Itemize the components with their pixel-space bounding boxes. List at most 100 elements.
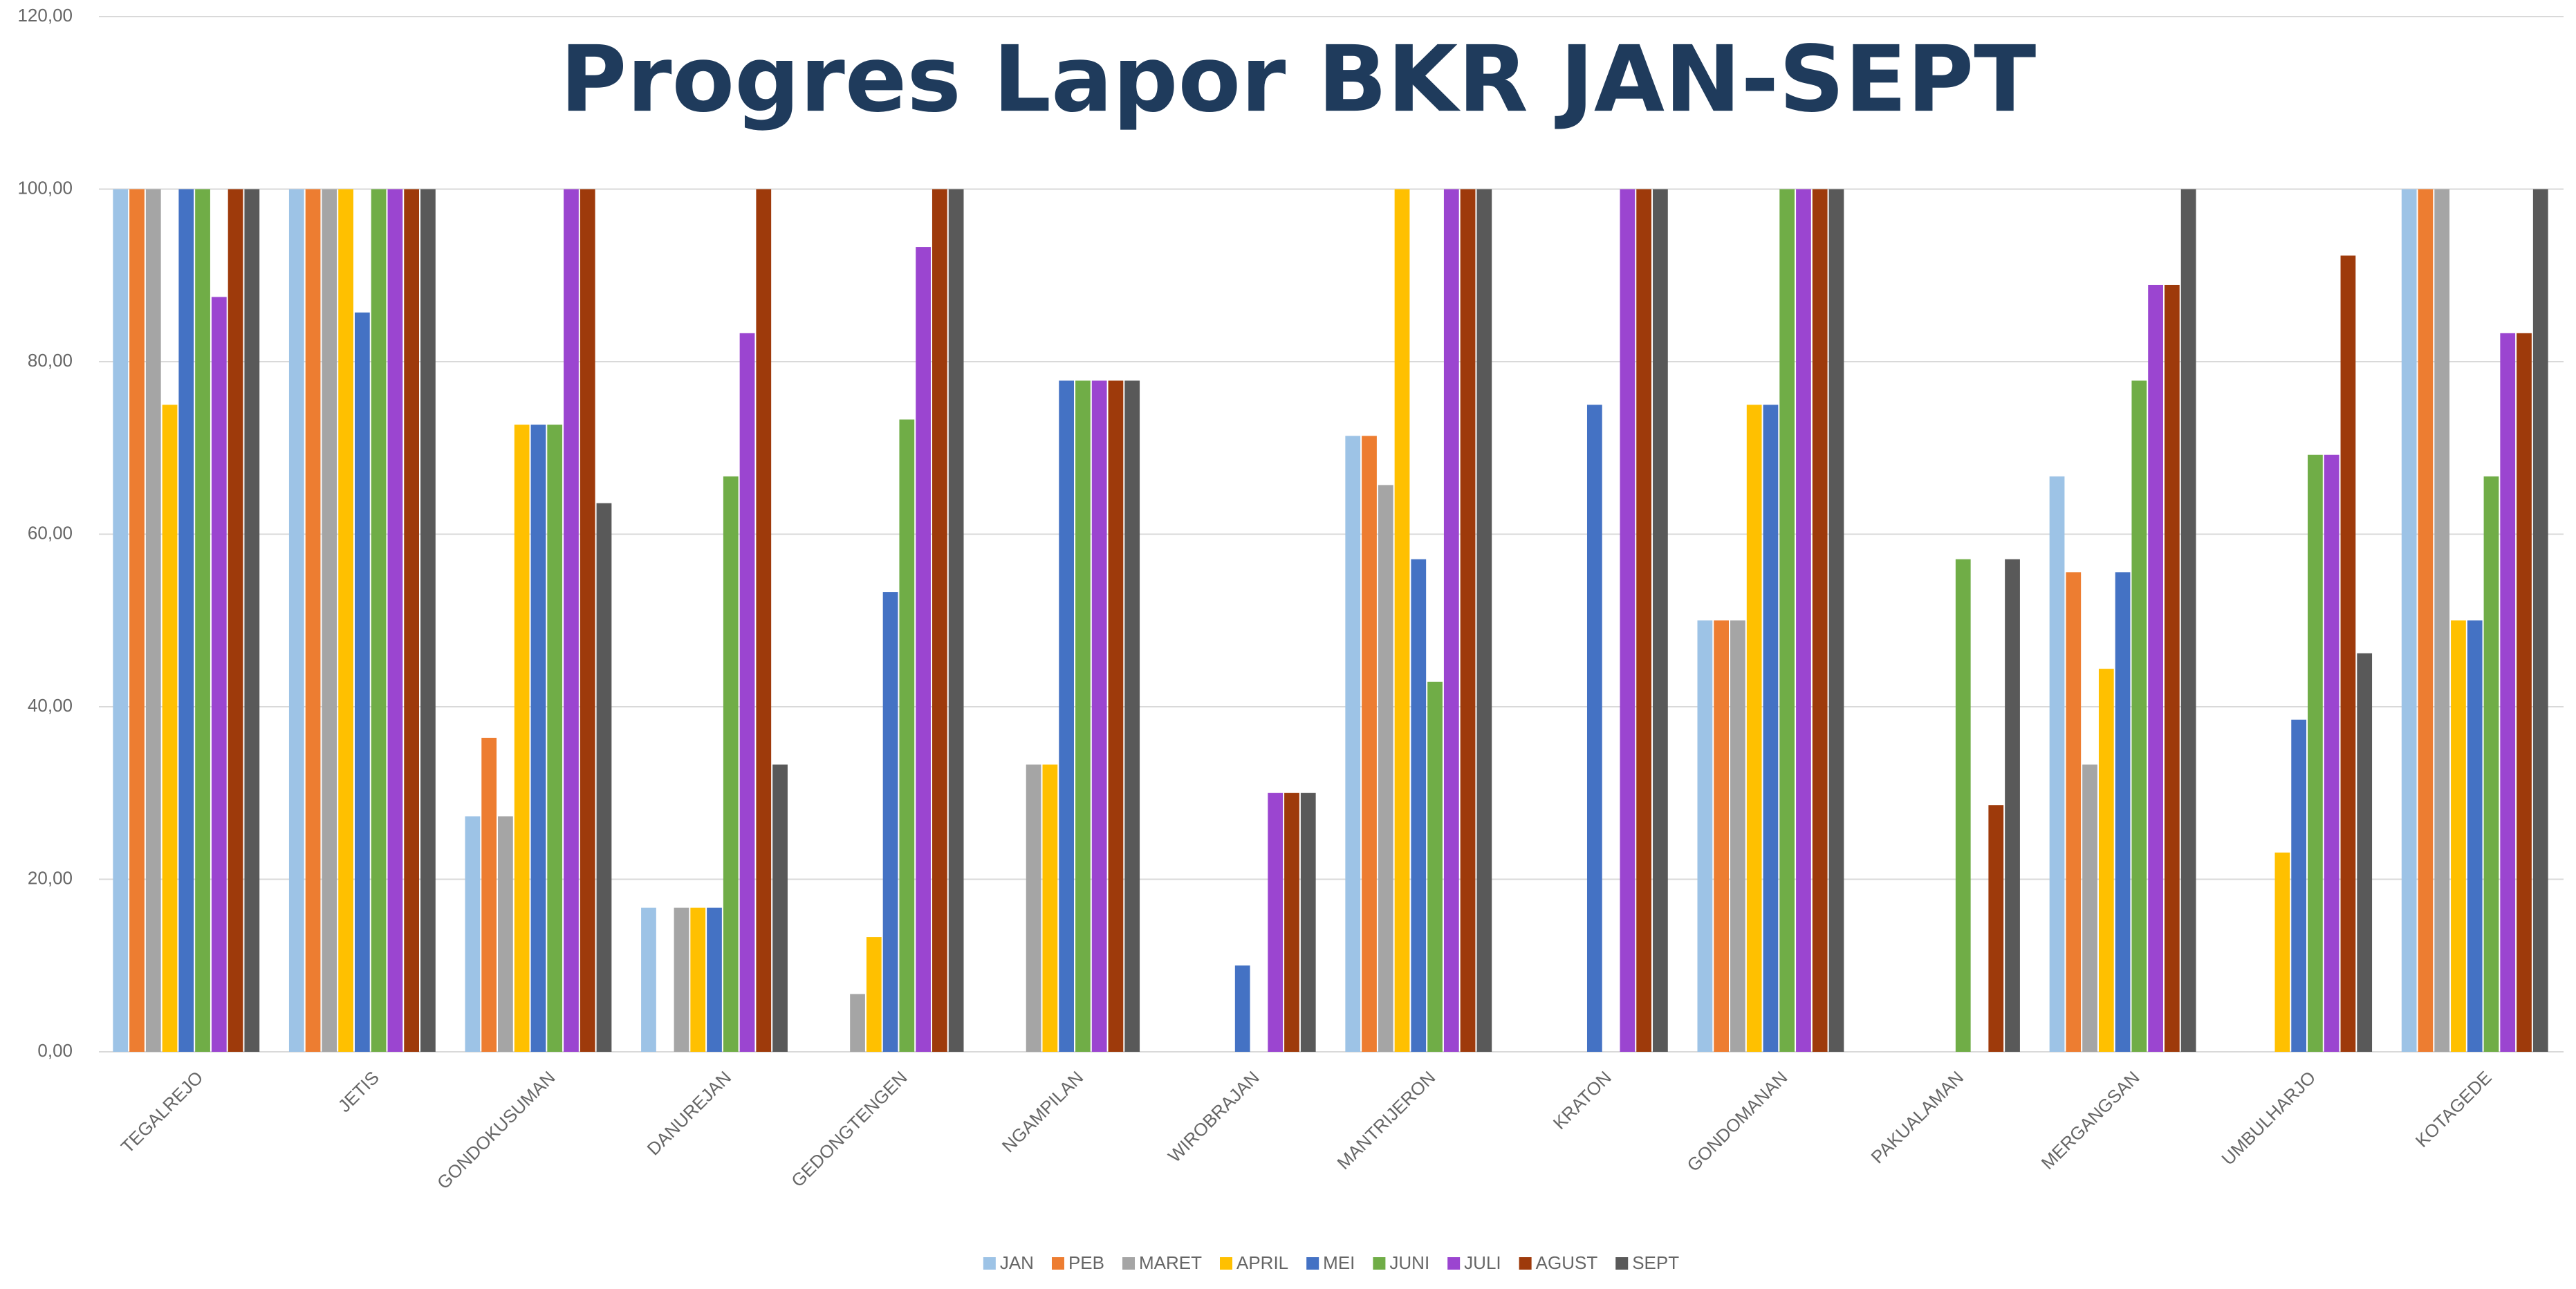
bar (1362, 436, 1377, 1052)
bar (1779, 189, 1795, 1052)
bar (371, 189, 387, 1052)
bar (338, 189, 353, 1052)
bar (1955, 559, 1971, 1052)
bar (1796, 189, 1811, 1052)
bar (1812, 189, 1828, 1052)
y-tick-label: 20,00 (28, 867, 73, 888)
bar (228, 189, 243, 1052)
legend-swatch (983, 1257, 996, 1270)
bar (2467, 620, 2483, 1052)
bar (305, 189, 321, 1052)
legend-label: AGUST (1536, 1252, 1598, 1273)
x-tick-label: MANTRIJERON (1333, 1067, 1439, 1174)
x-tick-label: NGAMPILAN (998, 1067, 1088, 1157)
bar (882, 592, 898, 1052)
bar (772, 764, 788, 1052)
y-tick-label: 40,00 (28, 695, 73, 716)
bar (2517, 333, 2532, 1052)
bar (2451, 620, 2466, 1052)
bar (1443, 189, 1459, 1052)
bar (1026, 764, 1041, 1052)
bar (1460, 189, 1476, 1052)
bar (244, 189, 260, 1052)
legend-swatch (1051, 1257, 1064, 1270)
bar (481, 737, 497, 1052)
bar (1378, 485, 1393, 1052)
bar (2180, 189, 2196, 1052)
bar (1828, 189, 1844, 1052)
bar (2324, 454, 2339, 1052)
x-tick-label: DANUREJAN (643, 1067, 736, 1160)
bar (1091, 380, 1107, 1052)
bar (2049, 476, 2065, 1052)
bar (707, 907, 722, 1052)
bar (1697, 620, 1713, 1052)
bar (850, 994, 865, 1052)
bar (2098, 669, 2114, 1052)
x-tick-label: GEDONGTENGEN (787, 1067, 911, 1191)
bar (932, 189, 947, 1052)
bar (866, 937, 882, 1052)
bar (1042, 764, 1058, 1052)
y-tick-label: 80,00 (28, 350, 73, 371)
bar (2148, 284, 2163, 1052)
x-tick-label: GONDOKUSUMAN (433, 1067, 559, 1194)
legend: JAN PEB MARET APRIL MEI JUNI JULI AGUST SEPT (983, 1252, 1679, 1273)
bar (162, 405, 178, 1052)
bar (211, 297, 227, 1052)
bar (1988, 805, 2004, 1052)
bar (1636, 189, 1652, 1052)
x-tick-label: KOTAGEDE (2411, 1067, 2496, 1151)
x-tick-label: TEGALREJO (117, 1067, 207, 1158)
bar (2131, 380, 2147, 1052)
legend-swatch (1373, 1257, 1386, 1270)
bar (1124, 380, 1140, 1052)
y-tick-label: 100,00 (17, 177, 73, 198)
bar (2066, 572, 2082, 1052)
bar (1427, 681, 1443, 1052)
x-tick-label: PAKUALAMAN (1867, 1067, 1968, 1168)
bar (420, 189, 436, 1052)
bar (1059, 380, 1075, 1052)
bar (1345, 436, 1361, 1052)
bar (2418, 189, 2434, 1052)
bar (1108, 380, 1124, 1052)
legend-label: SEPT (1632, 1252, 1679, 1273)
bars (113, 189, 2548, 1052)
bar (465, 816, 481, 1052)
bar (1394, 189, 1410, 1052)
bar (641, 907, 656, 1052)
x-tick-label: GONDOMANAN (1683, 1067, 1791, 1176)
bar (674, 907, 689, 1052)
bar (2005, 559, 2020, 1052)
bar (195, 189, 210, 1052)
x-tick-label: UMBULHARJO (2217, 1067, 2319, 1169)
x-tick-label: MERGANGSAN (2037, 1067, 2144, 1174)
bar (2401, 189, 2417, 1052)
bar (514, 425, 530, 1052)
bar (580, 189, 595, 1052)
y-tick-label: 0,00 (37, 1040, 73, 1061)
bar (2082, 764, 2097, 1052)
bar (145, 189, 161, 1052)
bar (2274, 852, 2290, 1052)
bar (1284, 792, 1299, 1052)
bar (2357, 653, 2373, 1052)
bar (2483, 476, 2499, 1052)
chart-title: Progres Lapor BKR JAN-SEPT (560, 26, 2037, 133)
legend-swatch (1615, 1257, 1629, 1270)
bar (564, 189, 579, 1052)
bar (2434, 189, 2450, 1052)
bar (2115, 572, 2131, 1052)
bar (948, 189, 964, 1052)
bar (1476, 189, 1492, 1052)
bar (1653, 189, 1668, 1052)
y-tick-label: 60,00 (28, 522, 73, 543)
bar (387, 189, 403, 1052)
legend-swatch (1306, 1257, 1319, 1270)
legend-label: APRIL (1236, 1252, 1288, 1273)
x-tick-label: KRATON (1549, 1067, 1615, 1133)
x-tick-label: WIROBRAJAN (1164, 1067, 1263, 1167)
bar (739, 333, 755, 1052)
